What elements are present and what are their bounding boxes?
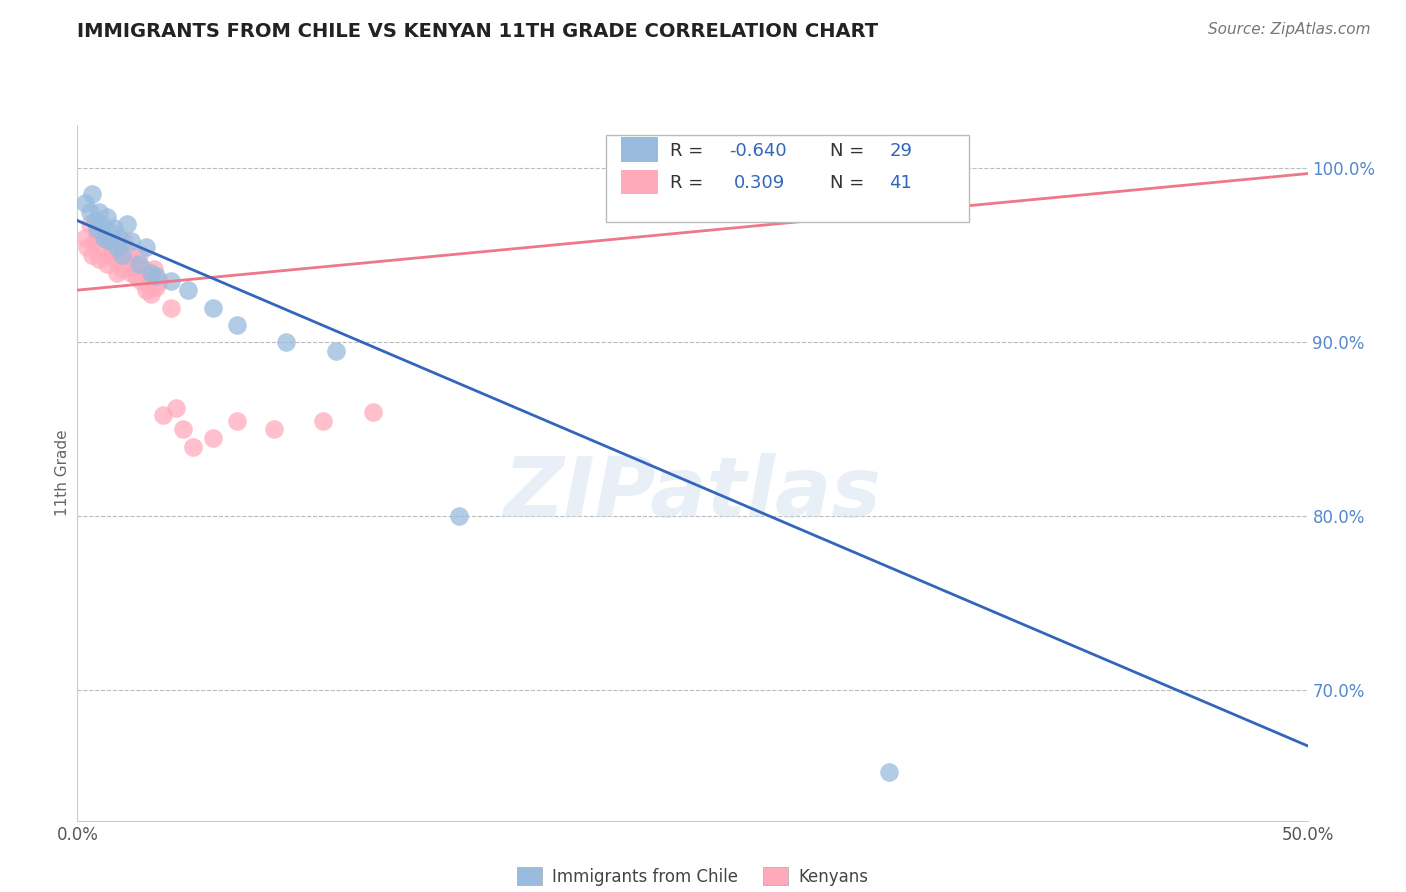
Point: [160, 301, 183, 315]
Point: [103, 252, 125, 266]
Bar: [621, 137, 658, 161]
Point: [128, 257, 150, 271]
Point: [142, 262, 165, 277]
Point: [141, 286, 163, 301]
Point: [82, 187, 104, 202]
Y-axis label: 11th Grade: 11th Grade: [55, 429, 70, 516]
Point: [101, 226, 124, 240]
Point: [101, 240, 124, 254]
Point: [121, 266, 143, 280]
Point: [96, 210, 118, 224]
Point: [177, 283, 200, 297]
Point: [181, 440, 204, 454]
Point: [141, 266, 163, 280]
Point: [73, 196, 96, 211]
Point: [125, 269, 148, 284]
Text: R =: R =: [671, 174, 709, 193]
Point: [263, 422, 285, 436]
Point: [105, 266, 128, 280]
Point: [76, 240, 98, 254]
Point: [93, 231, 115, 245]
Text: 0.309: 0.309: [734, 174, 786, 193]
Point: [361, 405, 384, 419]
Point: [90, 217, 114, 231]
Point: [135, 283, 157, 297]
Text: N =: N =: [831, 142, 870, 160]
Point: [131, 274, 153, 288]
Text: R =: R =: [671, 142, 709, 160]
Point: [160, 274, 183, 288]
Legend: Immigrants from Chile, Kenyans: Immigrants from Chile, Kenyans: [510, 861, 875, 892]
Point: [79, 205, 101, 219]
Point: [121, 235, 143, 249]
Point: [90, 240, 114, 254]
Point: [138, 269, 160, 284]
Point: [73, 231, 96, 245]
Point: [105, 240, 128, 254]
Point: [226, 413, 249, 427]
Point: [447, 509, 470, 524]
Point: [152, 409, 174, 423]
Point: [201, 301, 224, 315]
Text: Source: ZipAtlas.com: Source: ZipAtlas.com: [1208, 22, 1371, 37]
Point: [111, 262, 132, 277]
Point: [201, 431, 224, 445]
Point: [148, 274, 170, 288]
Point: [122, 257, 145, 271]
Point: [325, 343, 347, 358]
Point: [79, 217, 101, 231]
Point: [98, 235, 121, 249]
FancyBboxPatch shape: [606, 136, 969, 222]
Point: [111, 248, 132, 262]
Point: [103, 220, 125, 235]
Point: [118, 248, 141, 262]
Point: [93, 231, 115, 245]
Point: [89, 205, 111, 219]
Point: [226, 318, 249, 332]
Point: [115, 257, 138, 271]
Point: [276, 335, 298, 350]
Point: [108, 231, 131, 245]
Point: [312, 413, 335, 427]
Point: [86, 227, 108, 242]
Point: [112, 235, 135, 249]
Point: [145, 279, 167, 293]
Point: [132, 262, 155, 277]
Point: [83, 213, 105, 227]
Text: IMMIGRANTS FROM CHILE VS KENYAN 11TH GRADE CORRELATION CHART: IMMIGRANTS FROM CHILE VS KENYAN 11TH GRA…: [77, 22, 879, 41]
Point: [115, 217, 138, 231]
Text: ZIPatlas: ZIPatlas: [503, 453, 882, 534]
Text: 29: 29: [890, 142, 912, 160]
Point: [98, 248, 121, 262]
Text: -0.640: -0.640: [730, 142, 787, 160]
Text: N =: N =: [831, 174, 870, 193]
Point: [172, 422, 194, 436]
Point: [879, 764, 901, 779]
Bar: [621, 170, 658, 194]
Point: [86, 222, 108, 236]
Point: [135, 240, 157, 254]
Point: [108, 244, 131, 259]
Point: [83, 235, 105, 249]
Point: [96, 257, 118, 271]
Point: [128, 248, 150, 262]
Point: [165, 401, 187, 416]
Text: 41: 41: [890, 174, 912, 193]
Point: [145, 269, 167, 284]
Point: [82, 248, 104, 262]
Point: [89, 252, 111, 266]
